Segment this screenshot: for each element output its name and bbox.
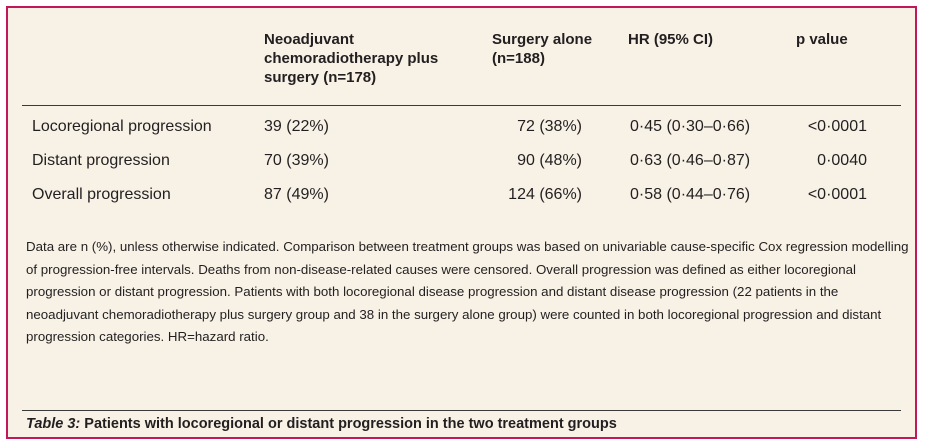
caption-title: Patients with locoregional or distant pr… (84, 416, 617, 432)
row-label: Distant progression (32, 152, 170, 169)
caption-divider (22, 410, 901, 411)
header-surgery-alone: Surgery alone (n=188) (492, 31, 593, 67)
table-caption: Table 3: Patients with locoregional or d… (26, 414, 617, 434)
hr-value: 0·45 (0·30–0·66) (630, 118, 751, 135)
row-label: Locoregional progression (32, 118, 212, 135)
neoadjuvant-value: 87 (49%) (264, 186, 329, 203)
header-hr: HR (95% CI) (628, 31, 714, 48)
table-panel: Neoadjuvant chemoradiotherapy plus surge… (6, 6, 917, 439)
neoadjuvant-value: 39 (22%) (264, 118, 329, 135)
row-label: Overall progression (32, 186, 171, 203)
surgery-value: 124 (66%) (508, 186, 582, 203)
surgery-value: 90 (48%) (517, 152, 582, 169)
hr-value: 0·63 (0·46–0·87) (630, 152, 751, 169)
p-value: 0·0040 (817, 152, 867, 169)
caption-label: Table 3: (26, 416, 81, 432)
table-row: Overall progression 87 (49%) 124 (66%) 0… (8, 184, 915, 206)
table-footnote: Data are n (%), unless otherwise indicat… (26, 239, 909, 344)
hr-value: 0·58 (0·44–0·76) (630, 186, 751, 203)
p-value: <0·0001 (807, 186, 867, 203)
header-neoadjuvant: Neoadjuvant chemoradiotherapy plus surge… (264, 31, 439, 86)
header-p-value: p value (796, 31, 848, 48)
neoadjuvant-value: 70 (39%) (264, 152, 329, 169)
table-row: Locoregional progression 39 (22%) 72 (38… (8, 116, 915, 138)
surgery-value: 72 (38%) (517, 118, 582, 135)
p-value: <0·0001 (807, 118, 867, 135)
table-row: Distant progression 70 (39%) 90 (48%) 0·… (8, 150, 915, 172)
header-divider (22, 105, 901, 106)
